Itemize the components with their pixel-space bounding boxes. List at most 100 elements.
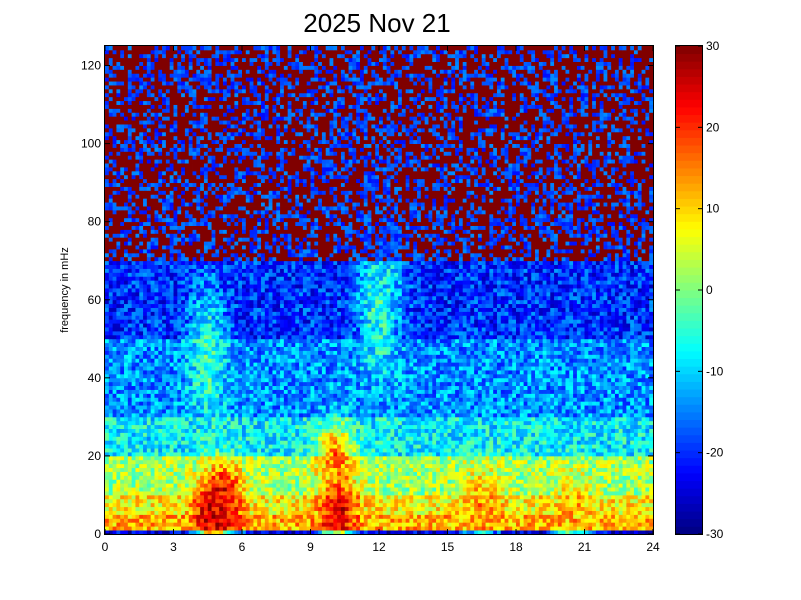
heatmap-cell: [642, 503, 646, 507]
heatmap-cell: [360, 479, 364, 483]
heatmap-cell: [508, 503, 512, 507]
heatmap-cell: [421, 397, 425, 401]
heatmap-cell: [478, 511, 482, 515]
heatmap-cell: [375, 464, 379, 468]
heatmap-cell: [223, 401, 227, 405]
heatmap-cell: [417, 425, 421, 429]
heatmap-cell: [181, 409, 185, 413]
heatmap-cell: [360, 491, 364, 495]
heatmap-cell: [371, 433, 375, 437]
heatmap-cell: [314, 456, 318, 460]
heatmap-cell: [269, 495, 273, 499]
heatmap-cell: [250, 436, 254, 440]
heatmap-cell: [577, 413, 581, 417]
heatmap-cell: [330, 491, 334, 495]
heatmap-cell: [413, 503, 417, 507]
heatmap-cell: [318, 475, 322, 479]
heatmap-cell: [135, 421, 139, 425]
heatmap-cell: [463, 460, 467, 464]
heatmap-cell: [295, 503, 299, 507]
heatmap-cell: [299, 514, 303, 518]
heatmap-cell: [288, 491, 292, 495]
heatmap-cell: [253, 511, 257, 515]
heatmap-cell: [630, 511, 634, 515]
heatmap-cell: [116, 522, 120, 526]
heatmap-cell: [151, 421, 155, 425]
heatmap-cell: [154, 526, 158, 530]
heatmap-cell: [467, 452, 471, 456]
heatmap-cell: [223, 425, 227, 429]
heatmap-cell: [246, 514, 250, 518]
heatmap-cell: [588, 518, 592, 522]
heatmap-cell: [162, 429, 166, 433]
heatmap-cell: [455, 460, 459, 464]
heatmap-cell: [577, 421, 581, 425]
heatmap-cell: [223, 397, 227, 401]
heatmap-cell: [421, 448, 425, 452]
heatmap-cell: [219, 511, 223, 515]
heatmap-cell: [501, 475, 505, 479]
heatmap-cell: [330, 503, 334, 507]
heatmap-cell: [166, 491, 170, 495]
heatmap-cell: [489, 472, 493, 476]
heatmap-cell: [132, 401, 136, 405]
heatmap-cell: [497, 401, 501, 405]
heatmap-cell: [649, 433, 653, 437]
heatmap-cell: [645, 436, 649, 440]
heatmap-cell: [383, 444, 387, 448]
heatmap-cell: [463, 444, 467, 448]
heatmap-cell: [284, 518, 288, 522]
heatmap-cell: [611, 433, 615, 437]
heatmap-cell: [181, 530, 185, 534]
heatmap-cell: [383, 511, 387, 515]
heatmap-cell: [524, 491, 528, 495]
heatmap-cell: [642, 522, 646, 526]
heatmap-cell: [170, 522, 174, 526]
heatmap-cell: [215, 479, 219, 483]
heatmap-cell: [124, 468, 128, 472]
heatmap-cell: [120, 499, 124, 503]
heatmap-cell: [451, 397, 455, 401]
heatmap-cell: [588, 401, 592, 405]
heatmap-cell: [333, 409, 337, 413]
heatmap-cell: [489, 452, 493, 456]
heatmap-cell: [322, 483, 326, 487]
heatmap-cell: [272, 522, 276, 526]
heatmap-cell: [623, 417, 627, 421]
heatmap-cell: [311, 456, 315, 460]
heatmap-cell: [619, 472, 623, 476]
heatmap-cell: [402, 429, 406, 433]
heatmap-cell: [448, 452, 452, 456]
heatmap-cell: [630, 472, 634, 476]
heatmap-cell: [436, 511, 440, 515]
heatmap-cell: [402, 456, 406, 460]
heatmap-cell: [512, 511, 516, 515]
heatmap-cell: [390, 503, 394, 507]
heatmap-cell: [607, 444, 611, 448]
heatmap-cell: [314, 514, 318, 518]
heatmap-cell: [402, 483, 406, 487]
heatmap-cell: [604, 417, 608, 421]
heatmap-cell: [512, 405, 516, 409]
heatmap-cell: [448, 421, 452, 425]
heatmap-cell: [630, 429, 634, 433]
heatmap-cell: [478, 433, 482, 437]
heatmap-cell: [330, 487, 334, 491]
heatmap-cell: [227, 530, 231, 534]
heatmap-cell: [546, 421, 550, 425]
heatmap-cell: [432, 468, 436, 472]
heatmap-cell: [147, 436, 151, 440]
heatmap-cell: [113, 518, 117, 522]
heatmap-cell: [181, 421, 185, 425]
heatmap-cell: [440, 417, 444, 421]
heatmap-cell: [311, 526, 315, 530]
heatmap-cell: [219, 522, 223, 526]
heatmap-cell: [406, 479, 410, 483]
heatmap-cell: [143, 518, 147, 522]
heatmap-cell: [368, 514, 372, 518]
heatmap-cell: [406, 499, 410, 503]
heatmap-cell: [535, 507, 539, 511]
heatmap-cell: [539, 468, 543, 472]
heatmap-cell: [482, 507, 486, 511]
heatmap-cell: [649, 518, 653, 522]
